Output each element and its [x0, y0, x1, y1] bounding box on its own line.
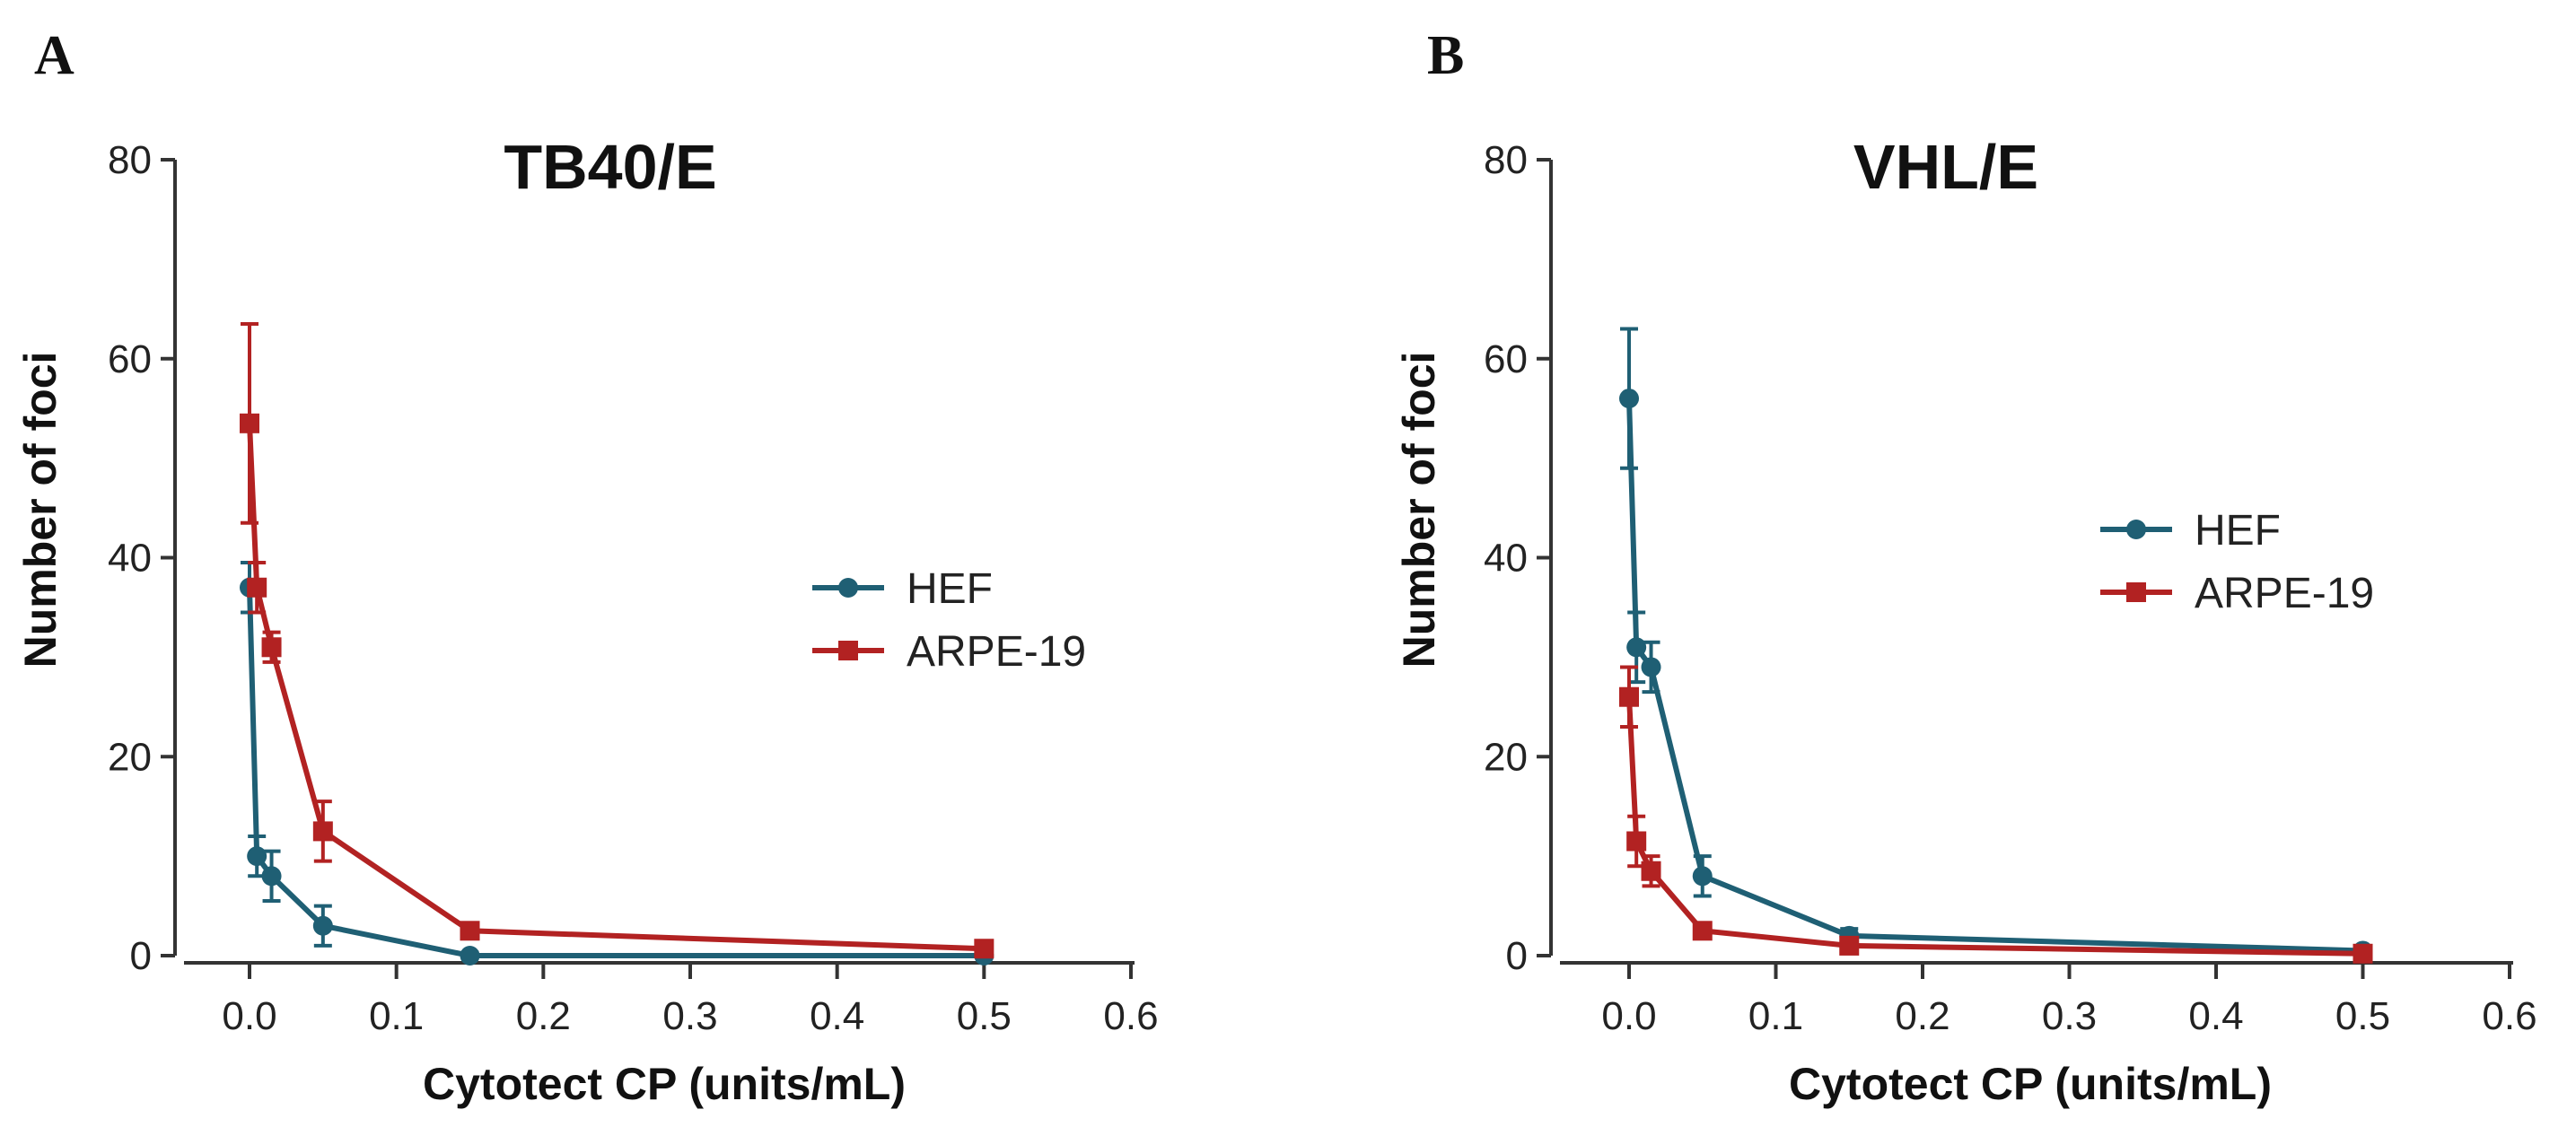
legend-label-hef-b: HEF: [2195, 507, 2281, 555]
y-tick-label-a: 0: [130, 934, 152, 978]
x-tick-label-a: 0.0: [222, 994, 276, 1038]
y-axis-label-a: Number of foci: [15, 352, 66, 668]
data-point-hef-b: [1692, 866, 1713, 887]
x-tick-label-a: 0.5: [957, 994, 1012, 1038]
panel-letter-b: B: [1427, 25, 1464, 86]
marks-a: [240, 321, 994, 966]
x-tick-label-a: 0.2: [516, 994, 571, 1038]
data-point-arpe-19-a: [460, 921, 480, 941]
data-point-hef-a: [247, 846, 267, 867]
y-tick-label-b: 40: [1484, 537, 1528, 581]
data-point-arpe-19-b: [1692, 921, 1713, 941]
series-line-hef-a: [247, 587, 985, 958]
panel-a: A TB40/E Cytotect CP (units/mL) Number o…: [15, 25, 1159, 1109]
data-point-arpe-19-a: [240, 413, 259, 433]
chart-title-b: VHL/E: [1853, 132, 2038, 202]
legend-b: HEF ARPE-19: [2100, 507, 2374, 617]
series-line-arpe-19-a: [247, 423, 985, 952]
legend-label-arpe-19-a: ARPE-19: [907, 628, 1086, 676]
chart-title-a: TB40/E: [504, 132, 716, 202]
series-line-hef-b: [1626, 398, 2363, 954]
data-point-arpe-19-a: [312, 821, 333, 842]
y-tick-label-b: 20: [1484, 735, 1528, 779]
data-point-hef-b: [1641, 657, 1661, 677]
x-tick-label-b: 0.5: [2335, 994, 2390, 1038]
data-point-hef-b: [1626, 637, 1647, 658]
data-point-hef-a: [460, 946, 480, 966]
x-tick-label-a: 0.3: [662, 994, 717, 1038]
axes-a: 0 20 40 60 80 0.0 0.1 0.2 0.3 0.4 0.5 0.6: [108, 138, 1159, 1038]
data-point-arpe-19-b: [1619, 686, 1639, 707]
legend-label-hef-a: HEF: [907, 565, 993, 613]
data-point-arpe-19-b: [1839, 935, 1860, 956]
legend-marker-hef-b: [2126, 520, 2146, 539]
x-tick-label-a: 0.1: [369, 994, 424, 1038]
y-tick-label-b: 80: [1484, 138, 1528, 182]
y-axis-label-b: Number of foci: [1394, 352, 1444, 668]
data-point-arpe-19-b: [2353, 943, 2373, 964]
x-tick-label-b: 0.2: [1895, 994, 1950, 1038]
x-tick-label-b: 0.6: [2482, 994, 2537, 1038]
data-point-hef-a: [312, 915, 333, 936]
x-tick-label-b: 0.1: [1748, 994, 1803, 1038]
x-tick-label-b: 0.4: [2188, 994, 2243, 1038]
data-point-hef-b: [1619, 389, 1639, 409]
axes-b: 0 20 40 60 80 0.0 0.1 0.2 0.3 0.4 0.5 0.6: [1484, 138, 2537, 1038]
y-tick-label-b: 60: [1484, 337, 1528, 381]
y-tick-label-a: 60: [108, 337, 152, 381]
data-point-arpe-19-b: [1641, 861, 1661, 881]
x-tick-label-b: 0.3: [2042, 994, 2097, 1038]
data-point-arpe-19-a: [247, 577, 267, 598]
y-tick-label-a: 20: [108, 735, 152, 779]
x-axis-label-b: Cytotect CP (units/mL): [1789, 1059, 2272, 1109]
panel-letter-a: A: [34, 25, 74, 86]
x-axis-label-a: Cytotect CP (units/mL): [423, 1059, 906, 1109]
legend-a: HEF ARPE-19: [812, 565, 1086, 676]
x-tick-label-a: 0.4: [810, 994, 864, 1038]
legend-marker-arpe-19-a: [838, 641, 858, 660]
data-point-arpe-19-b: [1626, 831, 1647, 852]
y-tick-label-b: 0: [1506, 934, 1528, 978]
panel-b: B VHL/E Cytotect CP (units/mL) Number of…: [1394, 25, 2537, 1109]
data-point-hef-a: [261, 866, 282, 887]
legend-marker-arpe-19-b: [2126, 582, 2146, 602]
x-tick-label-a: 0.6: [1103, 994, 1158, 1038]
legend-marker-hef-a: [838, 578, 858, 598]
x-tick-label-b: 0.0: [1601, 994, 1656, 1038]
legend-label-arpe-19-b: ARPE-19: [2195, 570, 2374, 617]
series-line-arpe-19-b: [1626, 696, 2363, 957]
marks-b: [1619, 327, 2373, 964]
data-point-arpe-19-a: [974, 939, 994, 959]
data-point-arpe-19-a: [261, 637, 282, 658]
y-tick-label-a: 40: [108, 537, 152, 581]
y-tick-label-a: 80: [108, 138, 152, 182]
